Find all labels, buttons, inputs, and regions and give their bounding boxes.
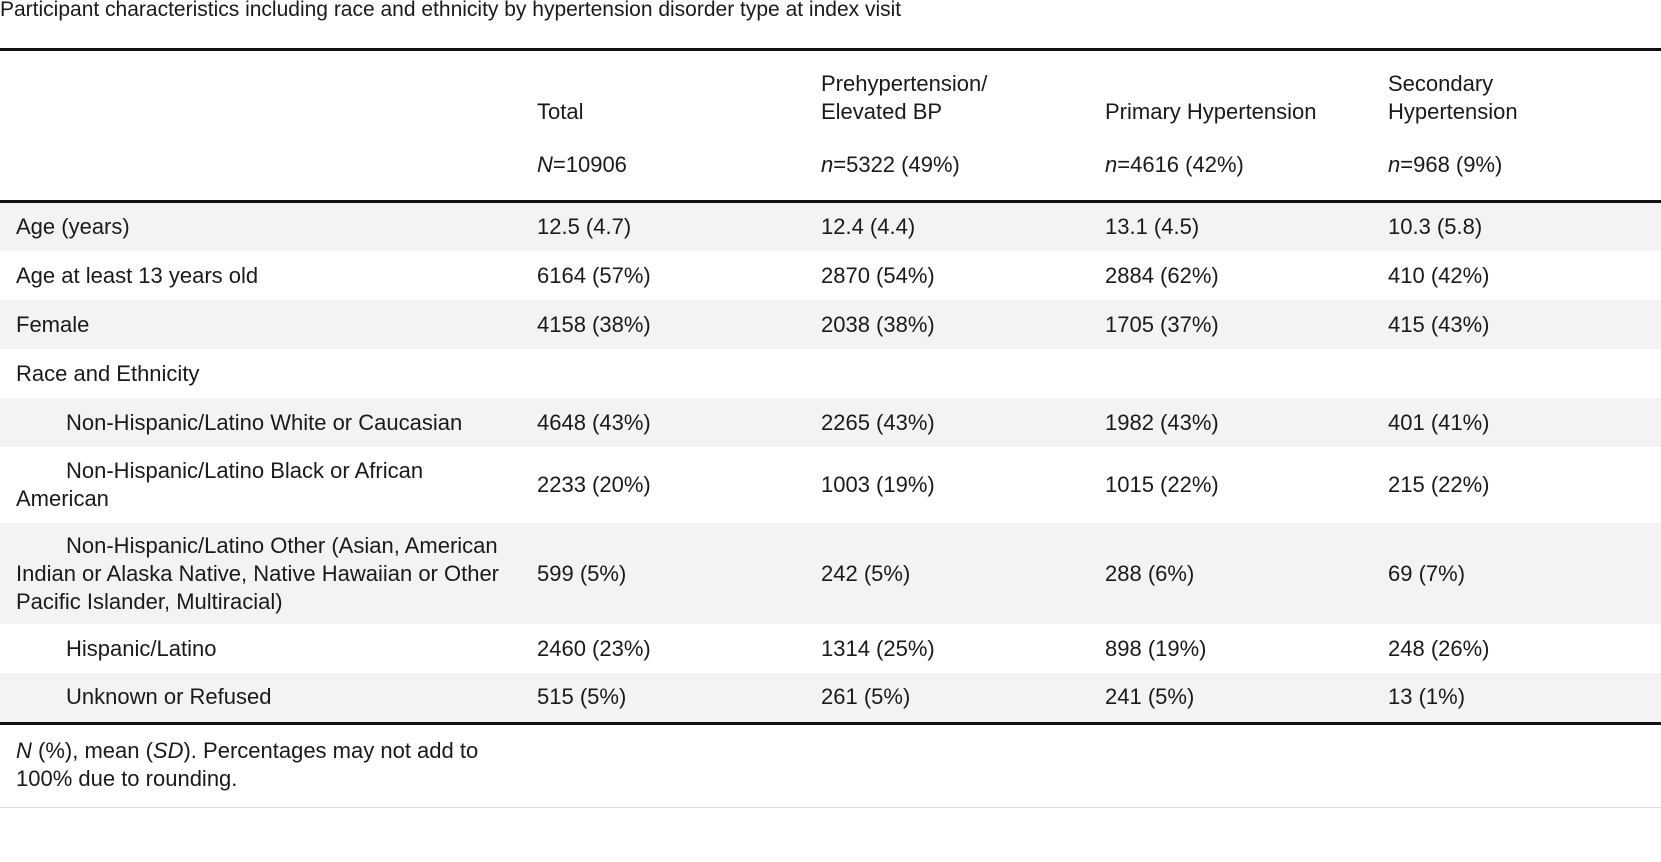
cell-primary: 1705 (37%) — [1105, 300, 1388, 349]
n-secondary-hypertension: n=968 (9%) — [1388, 135, 1661, 203]
cell-total: 2233 (20%) — [537, 472, 651, 497]
cell-primary: 2884 (62%) — [1105, 262, 1219, 288]
row-label: Non-Hispanic/Latino Black or African Ame… — [16, 458, 424, 511]
cell-prehypertension: 12.4 (4.4) — [821, 201, 1105, 251]
cell-primary: 288 (6%) — [1105, 523, 1388, 624]
cell-total: 6164 (57%) — [537, 262, 651, 288]
table-row: Non-Hispanic/Latino Other (Asian, Americ… — [0, 523, 1661, 624]
row-label: Age (years) — [0, 201, 537, 251]
table-row: Non-Hispanic/Latino White or Caucasian 4… — [0, 398, 1661, 447]
cell-secondary: 248 (26%) — [1388, 635, 1490, 661]
cell-secondary: 410 (42%) — [1388, 262, 1490, 288]
cell-prehypertension — [821, 349, 1105, 398]
table-row: Hispanic/Latino 2460 (23%) 1314 (25%) 89… — [0, 624, 1661, 673]
cell-total — [537, 349, 821, 398]
header-total: Total — [537, 48, 821, 135]
cell-total: 4158 (38%) — [537, 300, 821, 349]
cell-prehypertension: 261 (5%) — [821, 673, 1105, 725]
n-prehypertension: n=5322 (49%) — [821, 135, 1105, 203]
header-prehypertension: Prehypertension/ Elevated BP — [821, 48, 1105, 135]
row-label: Female — [0, 300, 537, 349]
table-caption: Participant characteristics including ra… — [0, 0, 902, 21]
header-secondary-hypertension: Secondary Hypertension — [1388, 48, 1661, 135]
n-primary-hypertension: n=4616 (42%) — [1105, 135, 1388, 203]
row-label: Race and Ethnicity — [16, 360, 200, 386]
table-row: Age (years) 12.5 (4.7) 12.4 (4.4) 13.1 (… — [0, 201, 1661, 251]
cell-prehypertension: 2038 (38%) — [821, 300, 1105, 349]
cell-total: 2460 (23%) — [537, 635, 651, 661]
table-row: Unknown or Refused 515 (5%) 261 (5%) 241… — [0, 673, 1661, 725]
cell-primary: 1982 (43%) — [1105, 398, 1388, 447]
row-label: Non-Hispanic/Latino White or Caucasian — [0, 398, 537, 447]
cell-total: 12.5 (4.7) — [537, 201, 821, 251]
table-row: Female 4158 (38%) 2038 (38%) 1705 (37%) … — [0, 300, 1661, 349]
characteristics-table: Total Prehypertension/ Elevated BP Prima… — [0, 48, 1661, 808]
cell-total: 4648 (43%) — [537, 398, 821, 447]
cell-secondary: 13 (1%) — [1388, 673, 1661, 725]
cell-prehypertension: 242 (5%) — [821, 523, 1105, 624]
cell-prehypertension: 2265 (43%) — [821, 398, 1105, 447]
cell-prehypertension: 2870 (54%) — [821, 262, 935, 288]
cell-total: 599 (5%) — [537, 523, 821, 624]
cell-primary: 1015 (22%) — [1105, 472, 1219, 497]
header-n-row: N=10906 n=5322 (49%) n=4616 (42%) n=968 … — [0, 135, 1661, 203]
header-primary-hypertension: Primary Hypertension — [1105, 48, 1388, 135]
cell-total: 515 (5%) — [537, 673, 821, 725]
row-label: Age at least 13 years old — [16, 262, 259, 288]
table-row: Age at least 13 years old 6164 (57%) 287… — [0, 251, 1661, 300]
cell-secondary: 401 (41%) — [1388, 398, 1661, 447]
n-total: N=10906 — [537, 135, 821, 203]
cell-primary: 13.1 (4.5) — [1105, 201, 1388, 251]
cell-secondary: 415 (43%) — [1388, 300, 1661, 349]
cell-secondary: 69 (7%) — [1388, 523, 1661, 624]
row-label: Unknown or Refused — [0, 673, 537, 725]
cell-secondary: 215 (22%) — [1388, 472, 1490, 497]
cell-primary: 898 (19%) — [1105, 635, 1207, 661]
table-row: Race and Ethnicity — [0, 349, 1661, 398]
header-labels-row: Total Prehypertension/ Elevated BP Prima… — [0, 48, 1661, 135]
row-label: Hispanic/Latino — [66, 635, 217, 661]
cell-secondary: 10.3 (5.8) — [1388, 201, 1661, 251]
row-label: Non-Hispanic/Latino Other (Asian, Americ… — [0, 523, 537, 624]
table-row: Non-Hispanic/Latino Black or African Ame… — [0, 447, 1661, 523]
cell-primary — [1105, 349, 1388, 398]
cell-prehypertension: 1314 (25%) — [821, 635, 935, 661]
cell-prehypertension: 1003 (19%) — [821, 472, 935, 497]
cell-primary: 241 (5%) — [1105, 673, 1388, 725]
footnote-row: N (%), mean (SD). Percentages may not ad… — [0, 723, 1661, 808]
cell-secondary — [1388, 349, 1661, 398]
header-empty — [0, 48, 537, 135]
table-footnote: N (%), mean (SD). Percentages may not ad… — [0, 723, 1661, 808]
